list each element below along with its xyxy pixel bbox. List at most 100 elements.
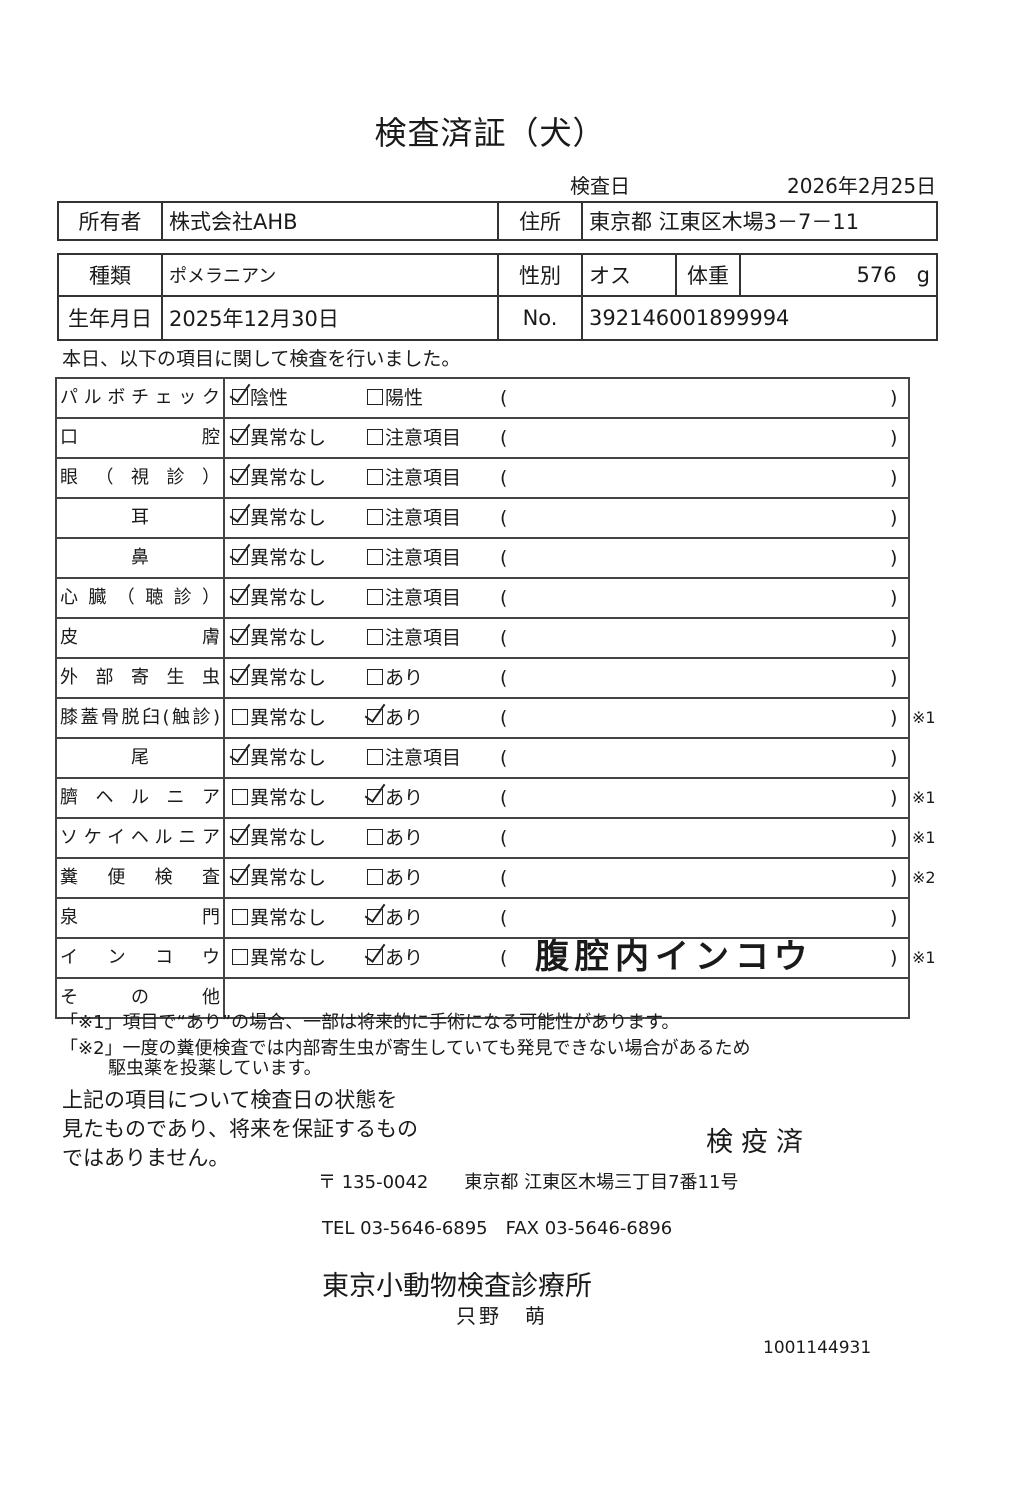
checked-box-icon[interactable] — [232, 749, 248, 765]
option-label: 異常なし — [250, 867, 327, 889]
sex-value: オス — [581, 253, 677, 297]
checkbox-icon[interactable] — [367, 669, 383, 685]
checkbox-icon[interactable] — [367, 829, 383, 845]
paren-close: ) — [890, 907, 898, 929]
check-option-1[interactable]: 異常なし — [232, 459, 326, 497]
check-label: 耳 — [57, 499, 225, 537]
checked-box-icon[interactable] — [232, 869, 248, 885]
check-option-2[interactable]: あり — [367, 899, 423, 937]
checked-box-icon[interactable] — [232, 429, 248, 445]
check-option-1[interactable]: 異常なし — [232, 779, 326, 817]
paren-open: ( — [500, 387, 508, 409]
option-label: 異常なし — [250, 947, 327, 969]
check-option-2[interactable]: 注意項目 — [367, 739, 461, 777]
check-option-1[interactable]: 異常なし — [232, 499, 326, 537]
option-label: 陽性 — [385, 387, 424, 409]
check-option-1[interactable]: 異常なし — [232, 739, 326, 777]
option-label: 異常なし — [250, 787, 327, 809]
check-row: 耳 異常なし 注意項目 () — [57, 499, 908, 539]
checked-box-icon[interactable] — [367, 709, 383, 725]
check-option-2[interactable]: 注意項目 — [367, 539, 461, 577]
paren-open: ( — [500, 827, 508, 849]
exam-date-label: 検査日 — [570, 174, 630, 198]
check-option-2[interactable]: 注意項目 — [367, 579, 461, 617]
check-label: 泉門 — [57, 899, 225, 937]
checkbox-icon[interactable] — [232, 789, 248, 805]
paren-open: ( — [500, 467, 508, 489]
address-value: 東京都 江東区木場3－7－11 — [581, 201, 938, 241]
check-option-2[interactable]: 陽性 — [367, 379, 423, 417]
footnote-2-cont: 駆虫薬を投薬しています。 — [108, 1058, 322, 1079]
checked-box-icon[interactable] — [232, 549, 248, 565]
footnote-mark: ※1 — [912, 788, 936, 807]
paren-open: ( — [500, 627, 508, 649]
check-option-1[interactable]: 異常なし — [232, 619, 326, 657]
check-option-1[interactable]: 異常なし — [232, 699, 326, 737]
check-option-2[interactable]: あり — [367, 779, 423, 817]
checkbox-icon[interactable] — [367, 469, 383, 485]
checkbox-icon[interactable] — [367, 589, 383, 605]
weight-value: 576 g — [739, 253, 938, 297]
check-option-2[interactable]: あり — [367, 859, 423, 897]
check-option-1[interactable]: 異常なし — [232, 539, 326, 577]
check-option-1[interactable]: 異常なし — [232, 859, 326, 897]
checked-box-icon[interactable] — [232, 389, 248, 405]
checkbox-icon[interactable] — [232, 709, 248, 725]
checked-box-icon[interactable] — [232, 669, 248, 685]
checked-box-icon[interactable] — [232, 509, 248, 525]
footnote-mark: ※1 — [912, 948, 936, 967]
check-label: 外部寄生虫 — [57, 659, 225, 697]
check-option-1[interactable]: 異常なし — [232, 899, 326, 937]
option-label: 注意項目 — [385, 467, 462, 489]
checkbox-icon[interactable] — [367, 749, 383, 765]
check-option-1[interactable]: 異常なし — [232, 579, 326, 617]
check-option-1[interactable]: 異常なし — [232, 939, 326, 977]
check-option-1[interactable]: 異常なし — [232, 659, 326, 697]
checked-box-icon[interactable] — [232, 589, 248, 605]
checkbox-icon[interactable] — [367, 629, 383, 645]
checkbox-icon[interactable] — [232, 949, 248, 965]
paren-open: ( — [500, 747, 508, 769]
check-row: 糞便検査 異常なし あり () ※2 — [57, 859, 936, 899]
check-option-2[interactable]: あり — [367, 939, 423, 977]
checkbox-icon[interactable] — [367, 549, 383, 565]
checked-box-icon[interactable] — [367, 909, 383, 925]
option-label: あり — [385, 667, 424, 689]
check-option-1[interactable]: 異常なし — [232, 819, 326, 857]
paren-close: ) — [890, 747, 898, 769]
weight-unit: g — [916, 263, 930, 287]
check-option-2[interactable]: 注意項目 — [367, 619, 461, 657]
option-label: あり — [385, 947, 424, 969]
check-option-2[interactable]: 注意項目 — [367, 499, 461, 537]
checkbox-icon[interactable] — [367, 389, 383, 405]
checked-box-icon[interactable] — [232, 829, 248, 845]
check-label: 眼（視診） — [57, 459, 225, 497]
address-label: 住所 — [497, 201, 583, 241]
option-label: 陰性 — [250, 387, 289, 409]
exam-date-value: 2026年2月25日 — [787, 174, 937, 198]
check-option-2[interactable]: あり — [367, 659, 423, 697]
option-label: 注意項目 — [385, 427, 462, 449]
option-label: 異常なし — [250, 627, 327, 649]
check-option-2[interactable]: 注意項目 — [367, 419, 461, 457]
check-option-2[interactable]: あり — [367, 699, 423, 737]
checkbox-icon[interactable] — [367, 429, 383, 445]
paren-open: ( — [500, 507, 508, 529]
option-label: 異常なし — [250, 507, 327, 529]
breed-label: 種類 — [57, 253, 163, 297]
check-option-2[interactable]: あり — [367, 819, 423, 857]
check-option-2[interactable]: 注意項目 — [367, 459, 461, 497]
birthdate-label: 生年月日 — [57, 295, 163, 341]
check-option-1[interactable]: 異常なし — [232, 419, 326, 457]
checked-box-icon[interactable] — [367, 949, 383, 965]
checkbox-icon[interactable] — [232, 909, 248, 925]
checkbox-icon[interactable] — [367, 509, 383, 525]
checkbox-icon[interactable] — [367, 869, 383, 885]
number-label: No. — [497, 295, 583, 341]
owner-table: 所有者 株式会社AHB 住所 東京都 江東区木場3－7－11 — [57, 201, 938, 241]
pet-table: 種類 ポメラニアン 性別 オス 体重 576 g 生年月日 2025年12月30… — [57, 253, 938, 341]
checked-box-icon[interactable] — [367, 789, 383, 805]
check-option-1[interactable]: 陰性 — [232, 379, 288, 417]
checked-box-icon[interactable] — [232, 629, 248, 645]
checked-box-icon[interactable] — [232, 469, 248, 485]
